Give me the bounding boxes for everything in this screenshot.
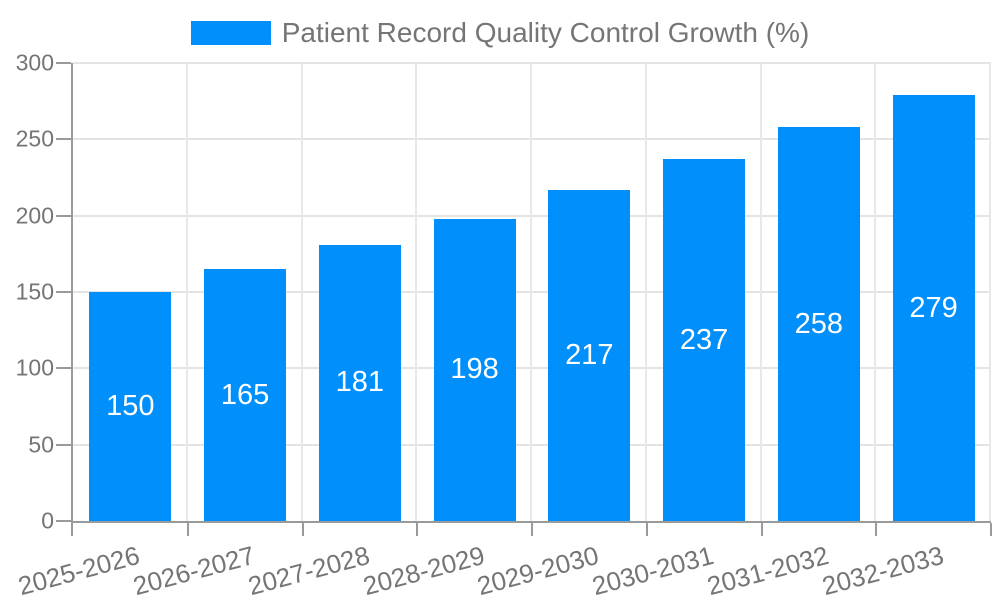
legend-swatch [190, 21, 271, 45]
bar[interactable]: 217 [548, 189, 631, 521]
y-axis-label: 100 [15, 354, 54, 381]
x-axis-tick [645, 523, 648, 536]
bar[interactable]: 258 [777, 127, 860, 521]
y-gridline [73, 62, 991, 64]
bar-value-label: 258 [794, 307, 844, 340]
bar-value-label: 237 [679, 323, 729, 356]
x-axis-tick [990, 523, 992, 536]
y-gridline [73, 443, 991, 446]
y-gridline [73, 214, 991, 217]
bar-value-label: 181 [335, 366, 385, 399]
legend-label: Patient Record Quality Control Growth (%… [281, 17, 810, 48]
y-axis-label: 50 [28, 431, 54, 458]
x-gridline [530, 63, 532, 521]
y-axis-tick [56, 291, 71, 293]
x-gridline [415, 63, 418, 521]
y-axis-tick [56, 138, 71, 141]
x-axis-tick [531, 523, 533, 536]
bar-value-label: 150 [106, 390, 155, 422]
y-gridline [73, 138, 991, 141]
y-gridline [73, 291, 991, 293]
y-axis-label: 300 [15, 49, 54, 76]
x-axis-tick [760, 523, 763, 536]
bar[interactable]: 279 [892, 95, 975, 521]
y-axis-tick [56, 520, 71, 522]
x-gridline [989, 63, 991, 521]
bar-value-label: 279 [909, 291, 958, 324]
y-gridline [73, 367, 991, 370]
legend: Patient Record Quality Control Growth (%… [0, 17, 1000, 49]
x-gridline [759, 63, 762, 521]
y-axis-tick [56, 214, 71, 217]
x-axis-tick [71, 523, 73, 536]
x-axis-tick [875, 523, 878, 536]
x-gridline [874, 63, 877, 521]
y-axis-tick [56, 367, 71, 370]
x-gridline [185, 63, 188, 521]
y-axis-label: 0 [41, 507, 54, 534]
bar[interactable]: 165 [204, 269, 287, 521]
bar[interactable]: 237 [663, 159, 746, 521]
bar[interactable]: 150 [89, 292, 172, 521]
plot-area: 150 165 181 198 217 237 258 279 [56, 62, 992, 536]
x-axis-tick [416, 523, 419, 536]
x-axis-tick [186, 523, 189, 536]
y-axis-tick [56, 443, 71, 446]
y-axis-tick [56, 62, 71, 64]
bar-value-label: 217 [565, 338, 614, 371]
y-axis-label: 250 [15, 125, 54, 152]
y-axis-label: 150 [15, 278, 54, 305]
bar-value-label: 165 [220, 378, 270, 411]
bar[interactable]: 198 [433, 218, 516, 521]
bar[interactable]: 181 [318, 244, 401, 521]
x-gridline [644, 63, 647, 521]
x-gridline [300, 63, 303, 521]
bar-value-label: 198 [450, 353, 499, 386]
legend-item[interactable]: Patient Record Quality Control Growth (%… [190, 17, 810, 49]
x-axis-tick [301, 523, 304, 536]
y-axis-label: 200 [15, 202, 54, 229]
